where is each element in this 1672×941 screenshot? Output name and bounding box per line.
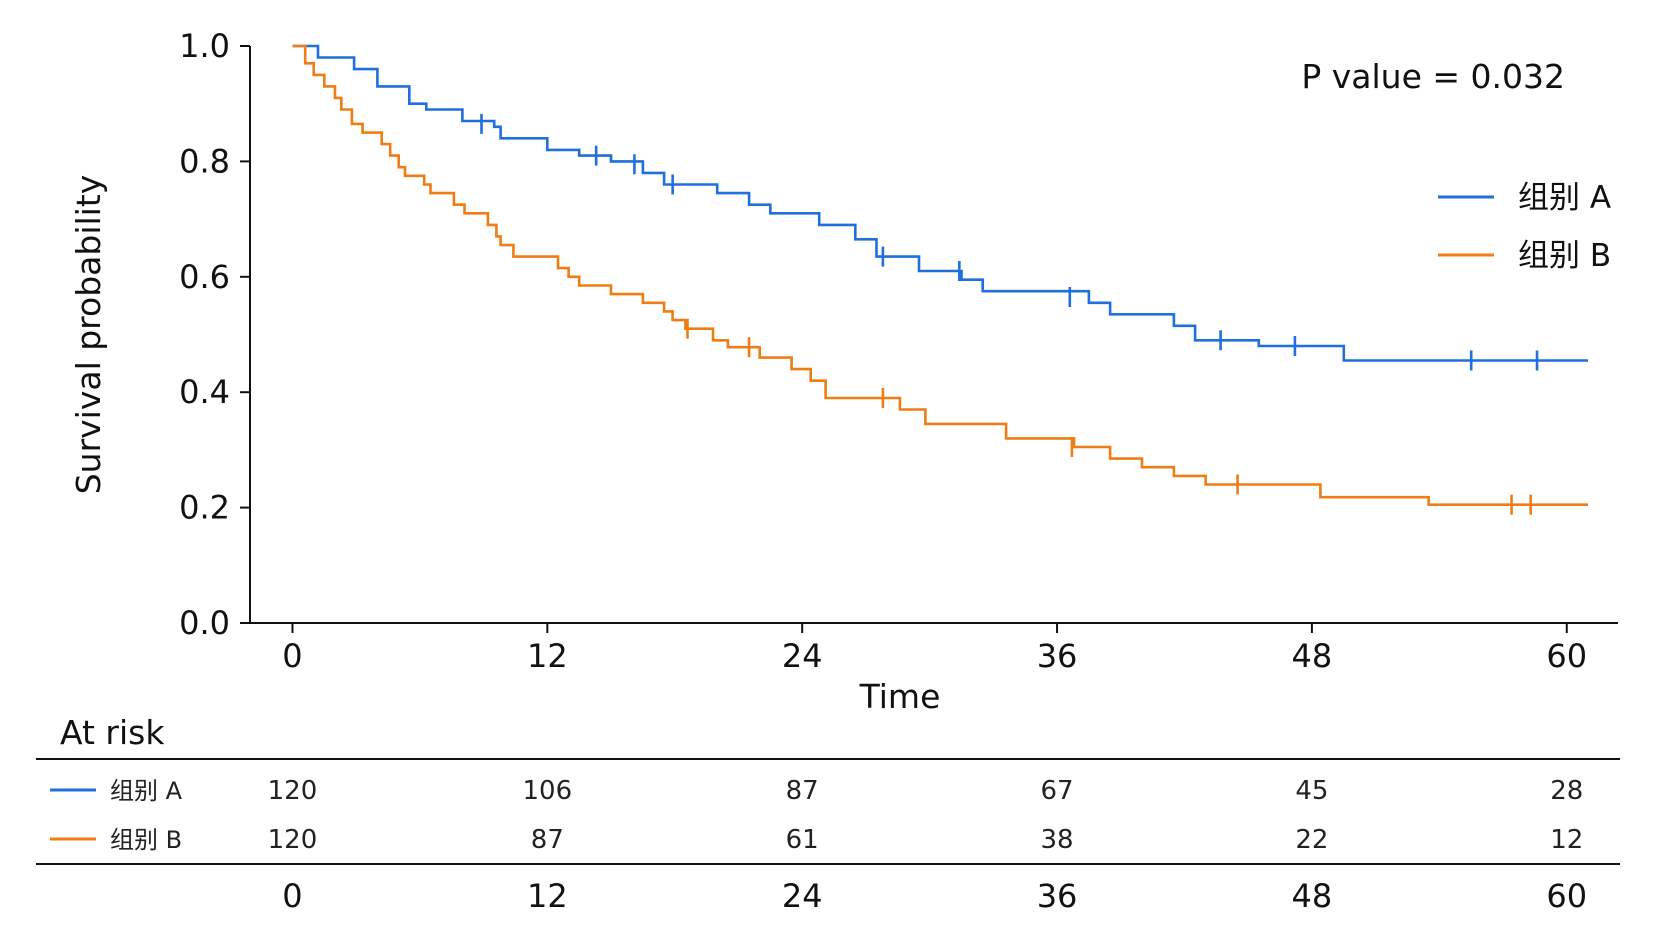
y-tick-label: 1.0 [179,27,230,65]
x-tick-label: 48 [1292,637,1333,675]
risk-table-time-label: 60 [1546,877,1587,915]
risk-count-group-b: 12 [1550,825,1583,855]
risk-count-group-a: 120 [268,776,318,806]
x-tick-label: 0 [282,637,302,675]
risk-table-time-label: 0 [282,877,302,915]
y-tick-label: 0.8 [179,142,230,180]
risk-count-group-b: 22 [1295,825,1328,855]
x-tick-label: 12 [527,637,568,675]
risk-count-group-a: 45 [1295,776,1328,806]
survival-curve-group-a [292,44,1588,362]
risk-table-time-label: 12 [527,877,568,915]
risk-count-group-a: 28 [1550,776,1583,806]
x-tick-label: 60 [1546,637,1587,675]
risk-table-time-label: 48 [1292,877,1333,915]
x-tick-label: 24 [782,637,823,675]
survival-curve-group-b [292,44,1588,506]
risk-count-group-a: 67 [1041,776,1074,806]
legend-label-group-b: 组别 B [1518,238,1611,274]
risk-row-label-group-a: 组别 A [110,777,183,805]
x-tick-label: 36 [1037,637,1078,675]
risk-count-group-b: 120 [268,825,318,855]
risk-count-group-b: 87 [531,825,564,855]
y-tick-label: 0.0 [179,604,230,642]
y-tick-label: 0.2 [179,489,230,527]
plot-area [292,44,1588,515]
risk-table-time-label: 36 [1037,877,1078,915]
risk-table-title: At risk [60,713,165,752]
risk-count-group-a: 106 [523,776,573,806]
y-axis-title: Survival probability [69,175,108,495]
risk-count-group-b: 61 [786,825,819,855]
risk-count-group-b: 38 [1041,825,1074,855]
axes: 0.0 0.2 0.4 0.6 0.8 1.0 0 12 24 36 48 60 Time Surviva… [69,27,1618,716]
risk-row-label-group-b: 组别 B [110,826,182,854]
legend-label-group-a: 组别 A [1518,180,1611,216]
x-axis-title: Time [859,677,941,716]
legend: 组别 A 组别 B [1438,180,1611,274]
risk-count-group-a: 87 [786,776,819,806]
p-value-annotation: P value = 0.032 [1301,57,1565,96]
y-tick-label: 0.6 [179,258,230,296]
risk-table-time-label: 24 [782,877,823,915]
y-tick-label: 0.4 [179,373,230,411]
